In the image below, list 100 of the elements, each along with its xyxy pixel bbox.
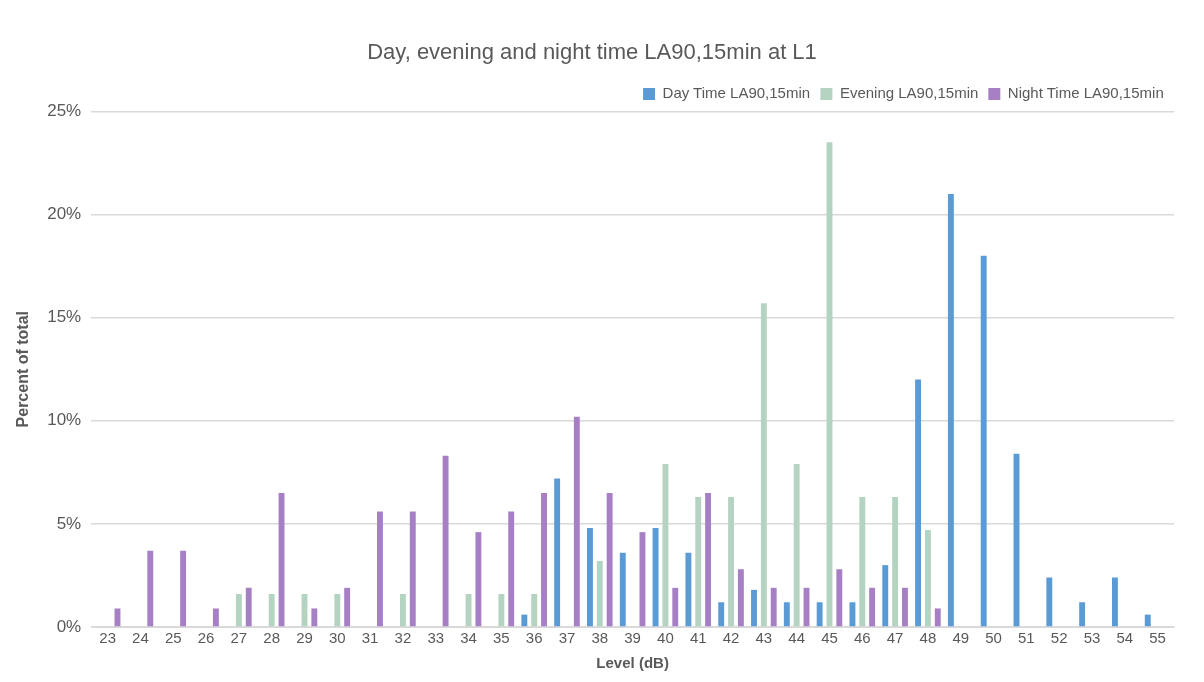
- x-tick-label: 29: [296, 629, 313, 647]
- y-tick-label: 15%: [47, 307, 82, 327]
- bar: [901, 587, 908, 627]
- y-tick-label: 20%: [47, 204, 82, 224]
- bar: [596, 561, 603, 627]
- x-tick-label: 24: [132, 629, 149, 647]
- x-tick-label: 53: [1083, 629, 1101, 647]
- bar: [1111, 577, 1118, 627]
- x-tick-label: 23: [99, 629, 116, 647]
- x-tick-label: 42: [722, 629, 740, 647]
- bar: [760, 303, 767, 627]
- bar: [235, 594, 242, 627]
- x-tick-label: 44: [788, 629, 806, 647]
- bar: [619, 552, 626, 627]
- bar: [652, 528, 659, 627]
- legend-label: Evening LA90,15min: [839, 84, 979, 102]
- bar: [934, 608, 941, 627]
- bar: [1144, 614, 1151, 627]
- bar: [606, 492, 613, 627]
- bar: [672, 587, 679, 627]
- x-tick-label: 48: [919, 629, 937, 647]
- bar: [409, 511, 416, 627]
- bar: [751, 589, 757, 627]
- bar: [465, 594, 472, 627]
- x-tick-label: 28: [263, 629, 281, 647]
- y-tick-label: 10%: [47, 410, 82, 430]
- x-tick-label: 45: [821, 629, 838, 647]
- bar: [947, 193, 954, 627]
- x-tick-label: 40: [657, 629, 674, 647]
- bar: [1079, 602, 1086, 627]
- chart-title: Day, evening and night time LA90,15min at L1: [367, 39, 817, 65]
- x-tick-label: 36: [525, 629, 543, 647]
- bar: [849, 602, 856, 627]
- x-tick-label: 34: [460, 629, 477, 647]
- x-tick-label: 55: [1149, 629, 1166, 647]
- x-tick-label: 39: [624, 629, 641, 647]
- x-axis-title: Level (dB): [596, 654, 669, 672]
- x-tick-label: 26: [197, 629, 215, 647]
- bar: [1046, 577, 1053, 627]
- x-tick-label: 50: [985, 629, 1002, 647]
- x-tick-label: 27: [230, 629, 248, 647]
- bar: [521, 614, 528, 627]
- bar: [783, 602, 790, 627]
- bar: [924, 530, 931, 627]
- bar: [573, 416, 580, 627]
- bar: [859, 497, 866, 627]
- x-tick-label: 49: [952, 629, 970, 647]
- bar: [541, 492, 547, 627]
- x-tick-label: 33: [427, 629, 445, 647]
- x-tick-label: 52: [1050, 629, 1068, 647]
- bar: [498, 594, 505, 627]
- bar: [718, 602, 725, 627]
- bar: [816, 602, 823, 627]
- bar: [915, 379, 922, 627]
- bar: [245, 587, 252, 627]
- bar: [399, 594, 406, 627]
- bar: [212, 608, 219, 627]
- x-tick-label: 43: [755, 629, 773, 647]
- bar: [685, 552, 692, 627]
- x-tick-label: 51: [1018, 629, 1035, 647]
- bar: [508, 511, 515, 627]
- bar: [554, 478, 561, 627]
- x-tick-label: 31: [361, 629, 379, 647]
- bar: [737, 569, 744, 627]
- x-tick-label: 35: [493, 629, 510, 647]
- x-tick-label: 37: [558, 629, 576, 647]
- bar: [770, 587, 777, 627]
- legend-label: Day Time LA90,15min: [662, 84, 811, 102]
- bar: [311, 608, 318, 627]
- x-tick-label: 54: [1116, 629, 1134, 647]
- bar: [587, 528, 593, 627]
- x-tick-label: 32: [394, 629, 412, 647]
- bar: [147, 550, 154, 627]
- bar: [793, 464, 800, 627]
- bar: [728, 497, 734, 627]
- bar: [268, 594, 275, 627]
- bar: [344, 587, 351, 627]
- y-axis-title: Percent of total: [14, 310, 32, 428]
- y-tick-label: 0%: [56, 616, 82, 636]
- bar: [180, 550, 187, 627]
- x-tick-label: 47: [886, 629, 904, 647]
- bar: [334, 594, 341, 627]
- bar: [662, 464, 669, 627]
- bar: [705, 492, 712, 627]
- x-tick-label: 41: [689, 629, 707, 647]
- y-tick-label: 25%: [47, 101, 82, 121]
- x-tick-label: 30: [328, 629, 346, 647]
- bar: [836, 569, 843, 627]
- x-tick-label: 25: [164, 629, 182, 647]
- bar: [475, 532, 482, 627]
- bar: [531, 594, 538, 627]
- x-tick-label: 46: [853, 629, 871, 647]
- legend-label: Night Time LA90,15min: [1007, 84, 1164, 102]
- bar: [882, 565, 889, 627]
- bar: [980, 255, 987, 627]
- x-tick-label: 38: [591, 629, 609, 647]
- bar: [442, 455, 449, 627]
- bar: [695, 497, 702, 627]
- bar: [892, 497, 899, 627]
- y-tick-label: 5%: [56, 513, 82, 533]
